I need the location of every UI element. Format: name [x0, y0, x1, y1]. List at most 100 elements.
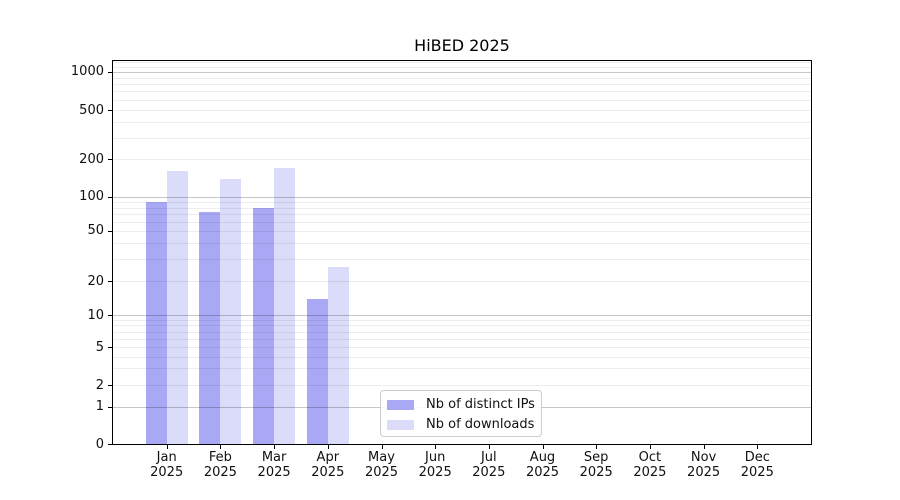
- x-tick-label: Apr 2025: [296, 450, 360, 480]
- x-tick-month: Nov: [690, 450, 717, 465]
- x-tick-label: Oct 2025: [618, 450, 682, 480]
- x-tick-label: Mar 2025: [242, 450, 306, 480]
- x-tick-year: 2025: [472, 465, 506, 480]
- bar-downloads-jan: [166, 171, 188, 444]
- x-tick-label: Jan 2025: [135, 450, 199, 480]
- x-tick-mark: [703, 445, 705, 449]
- x-tick-month: Jan: [156, 450, 177, 465]
- gridline-minor: [113, 338, 811, 340]
- gridline-minor: [113, 84, 811, 85]
- plot-area: [112, 60, 812, 445]
- bar-downloads-feb: [220, 178, 242, 444]
- gridline-minor: [113, 201, 811, 203]
- x-tick-month: Apr: [316, 450, 340, 465]
- x-tick-mark: [166, 445, 168, 449]
- gridline-minor: [113, 99, 811, 101]
- gridline-minor: [113, 61, 811, 63]
- gridline-minor: [113, 137, 811, 139]
- legend-row-distinct-ips: Nb of distinct IPs: [381, 395, 541, 415]
- gridline-minor: [113, 66, 811, 68]
- y-tick-mark: [108, 110, 112, 111]
- x-tick-mark: [488, 445, 490, 449]
- x-tick-year: 2025: [257, 465, 291, 480]
- y-tick-mark: [108, 196, 112, 198]
- x-tick-year: 2025: [579, 465, 613, 480]
- x-tick-mark: [649, 445, 651, 449]
- x-tick-year: 2025: [311, 465, 345, 480]
- x-tick-label: Jul 2025: [457, 450, 521, 480]
- y-tick-label: 0: [95, 436, 104, 452]
- y-tick-label: 500: [79, 102, 104, 118]
- x-tick-label: Feb 2025: [188, 450, 252, 480]
- legend-swatch-distinct-ips: [387, 400, 414, 410]
- x-tick-year: 2025: [740, 465, 774, 480]
- bar-distinct-ips-jan: [145, 201, 167, 444]
- bar-downloads-mar: [274, 168, 296, 444]
- x-tick-month: Jul: [480, 450, 497, 465]
- bars-layer: [113, 61, 811, 444]
- grid-layer: [113, 61, 811, 444]
- x-tick-month: Sep: [583, 450, 609, 465]
- x-tick-year: 2025: [687, 465, 721, 480]
- gridline-minor: [113, 77, 811, 79]
- y-tick-label: 200: [79, 151, 104, 167]
- y-tick-label: 5: [95, 339, 104, 355]
- y-tick-mark: [108, 315, 112, 316]
- gridline-minor: [113, 110, 811, 111]
- y-tick-label: 1: [95, 399, 104, 415]
- gridline-major: [113, 315, 811, 316]
- gridline-minor: [113, 207, 811, 209]
- y-tick-mark: [108, 406, 112, 408]
- gridline-major: [113, 196, 811, 198]
- y-tick-label: 100: [79, 189, 104, 205]
- x-tick-year: 2025: [633, 465, 667, 480]
- y-tick-mark: [108, 444, 112, 446]
- y-tick-label: 50: [87, 223, 104, 239]
- x-tick-label: Sep 2025: [564, 450, 628, 480]
- gridline-minor: [113, 242, 811, 244]
- gridline-minor: [113, 230, 811, 232]
- gridline-minor: [113, 319, 811, 321]
- y-tick-mark: [108, 347, 112, 349]
- gridline-minor: [113, 347, 811, 349]
- bar-distinct-ips-apr: [306, 298, 328, 444]
- legend-row-downloads: Nb of downloads: [381, 415, 541, 435]
- legend-swatch-downloads: [387, 420, 414, 430]
- x-tick-year: 2025: [525, 465, 560, 480]
- gridline-minor: [113, 385, 811, 386]
- x-tick-month: Mar: [261, 450, 287, 465]
- x-tick-year: 2025: [418, 465, 452, 480]
- gridline-minor: [113, 281, 811, 282]
- x-tick-mark: [220, 445, 222, 449]
- gridline-minor: [113, 221, 811, 223]
- gridline-minor: [113, 159, 811, 161]
- legend-label-distinct-ips: Nb of distinct IPs: [426, 397, 535, 412]
- x-tick-month: Dec: [744, 450, 770, 465]
- x-tick-month: Jun: [425, 450, 446, 465]
- x-tick-month: May: [368, 450, 395, 465]
- x-tick-year: 2025: [203, 465, 237, 480]
- gridline-minor: [113, 91, 811, 93]
- x-tick-label: May 2025: [350, 450, 414, 480]
- x-tick-mark: [542, 445, 544, 449]
- gridline-minor: [113, 368, 811, 370]
- chart-title: HiBED 2025: [414, 36, 510, 55]
- y-tick-label: 2: [95, 377, 104, 393]
- y-tick-label: 10: [87, 307, 104, 323]
- x-tick-mark: [435, 445, 437, 449]
- x-tick-month: Aug: [529, 450, 556, 465]
- x-tick-month: Feb: [208, 450, 232, 465]
- legend-label-downloads: Nb of downloads: [426, 417, 535, 432]
- x-tick-mark: [274, 445, 276, 449]
- x-tick-year: 2025: [150, 465, 184, 480]
- legend: Nb of distinct IPs Nb of downloads: [380, 390, 542, 437]
- x-tick-label: Jun 2025: [403, 450, 467, 480]
- y-tick-mark: [108, 71, 112, 73]
- bar-distinct-ips-feb: [199, 211, 221, 444]
- y-tick-label: 1000: [70, 64, 104, 80]
- y-tick-label: 20: [87, 273, 104, 289]
- x-tick-label: Aug 2025: [511, 450, 575, 480]
- x-tick-mark: [596, 445, 598, 449]
